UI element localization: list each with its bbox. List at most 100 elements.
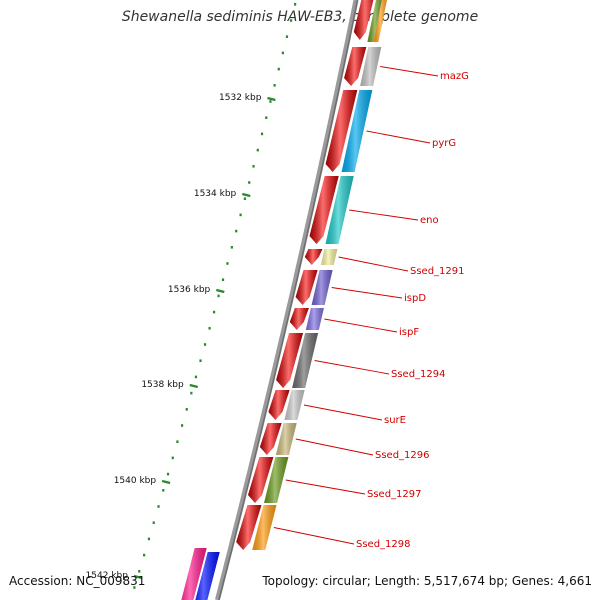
minor-tick [147,537,151,541]
gene-arrow-ssed_1294-shade [276,333,304,388]
gene-arrow-ssed_1297-shade [248,457,274,503]
gene-label-ssed_1297: Ssed_1297 [367,489,422,500]
gene-arrow-ssed_1298-shade [236,505,262,550]
kbp-label: 1540 kbp [114,476,157,486]
gene-arrow-partial-shade [353,0,374,40]
label-leader [338,256,409,272]
label-leader [273,527,355,545]
major-tick [189,383,199,389]
minor-tick [277,67,280,71]
gene-block-ssed_1298-shade [252,505,277,550]
genome-backbone-edge [218,0,359,600]
kbp-label: 1536 kbp [168,285,211,295]
label-leader [331,287,403,299]
kbp-label: 1532 kbp [219,93,262,103]
label-leader [380,66,439,77]
gene-block-eno-shade [325,176,354,244]
gene-label-ispd: ispD [404,293,426,304]
gene-arrow-ssed_1296-shade [259,423,282,455]
minor-tick [199,359,202,362]
minor-tick [138,570,141,573]
minor-tick [285,35,289,38]
gene-block-sure-shade [284,390,305,420]
gene-arrow-ssed_1291-shade [304,249,323,265]
gene-block-mazg-shade [360,47,382,86]
major-tick [242,192,251,198]
minor-tick [230,246,233,249]
map-title: Shewanella sediminis HAW-EB3, complete g… [121,9,479,25]
minor-tick [152,521,155,524]
kbp-label: 1542 kbp [86,571,129,581]
minor-tick [265,116,268,119]
gene-block-ssed_1297-shade [264,457,289,503]
major-tick [267,96,276,102]
gene-label-eno: eno [420,215,439,226]
minor-tick [157,505,160,508]
gene-block-ssed_1296-shade [275,423,297,455]
major-tick [133,574,143,580]
gene-arrow-eno-shade [309,176,339,244]
minor-tick [203,343,207,346]
minor-tick [133,586,136,589]
minor-tick [260,132,264,136]
minor-tick [180,424,184,427]
gene-label-ssed_1291: Ssed_1291 [410,266,465,277]
gene-arrow-partial-shade [195,552,220,600]
kbp-label: 1538 kbp [141,380,184,390]
gene-block-ispf-shade [305,308,324,330]
kbp-label: 1534 kbp [194,189,237,199]
minor-tick [217,294,220,298]
gene-label-pyrg: pyrG [432,138,456,149]
gene-block-ssed_1291-shade [320,249,338,265]
gene-arrow-pyrg-shade [325,90,358,172]
label-leader [285,479,366,495]
minor-tick [294,3,297,6]
minor-tick [289,19,293,22]
minor-tick [185,408,188,411]
gene-block-partial-shade [373,0,387,42]
gene-label-sure: surE [384,415,406,426]
minor-tick [256,148,259,152]
gene-arrow-mazg-shade [344,47,367,86]
gene-label-mazg: mazG [440,71,469,82]
minor-tick [273,84,276,87]
gene-block-partial-shade [367,0,382,42]
minor-tick [171,456,174,460]
minor-tick [243,197,247,200]
minor-tick [194,375,198,379]
gene-block-pyrg-shade [341,90,373,172]
gene-arrow-partial-shade [181,548,207,600]
gene-label-ssed_1294: Ssed_1294 [391,369,446,380]
minor-tick [208,327,211,330]
minor-tick [176,440,179,443]
gene-label-ssed_1296: Ssed_1296 [375,450,430,461]
accession-label: Accession: NC_009831 [9,574,146,588]
genome-backbone [214,0,359,600]
gene-block-ssed_1294-shade [292,333,319,388]
minor-tick [221,278,225,281]
label-leader [295,438,374,456]
topology-label: Topology: circular; Length: 5,517,674 bp… [262,574,592,588]
label-leader [303,404,383,421]
minor-tick [281,51,284,55]
gene-block-ispd-shade [311,270,333,305]
gene-arrow-ispd-shade [295,270,318,305]
minor-tick [235,229,238,233]
minor-tick [190,391,193,395]
minor-tick [269,100,272,103]
minor-tick [239,213,242,217]
gene-label-ispf: ispF [399,327,419,338]
minor-tick [252,165,255,168]
label-leader [349,209,419,221]
minor-tick [226,262,229,265]
minor-tick [162,489,165,492]
gene-arrow-ispf-shade [289,308,309,330]
minor-tick [212,310,216,314]
label-leader [324,318,398,333]
minor-tick [166,472,170,476]
label-leader [366,130,431,144]
major-tick [216,288,225,294]
gene-label-ssed_1298: Ssed_1298 [356,539,411,550]
minor-tick [248,181,251,184]
